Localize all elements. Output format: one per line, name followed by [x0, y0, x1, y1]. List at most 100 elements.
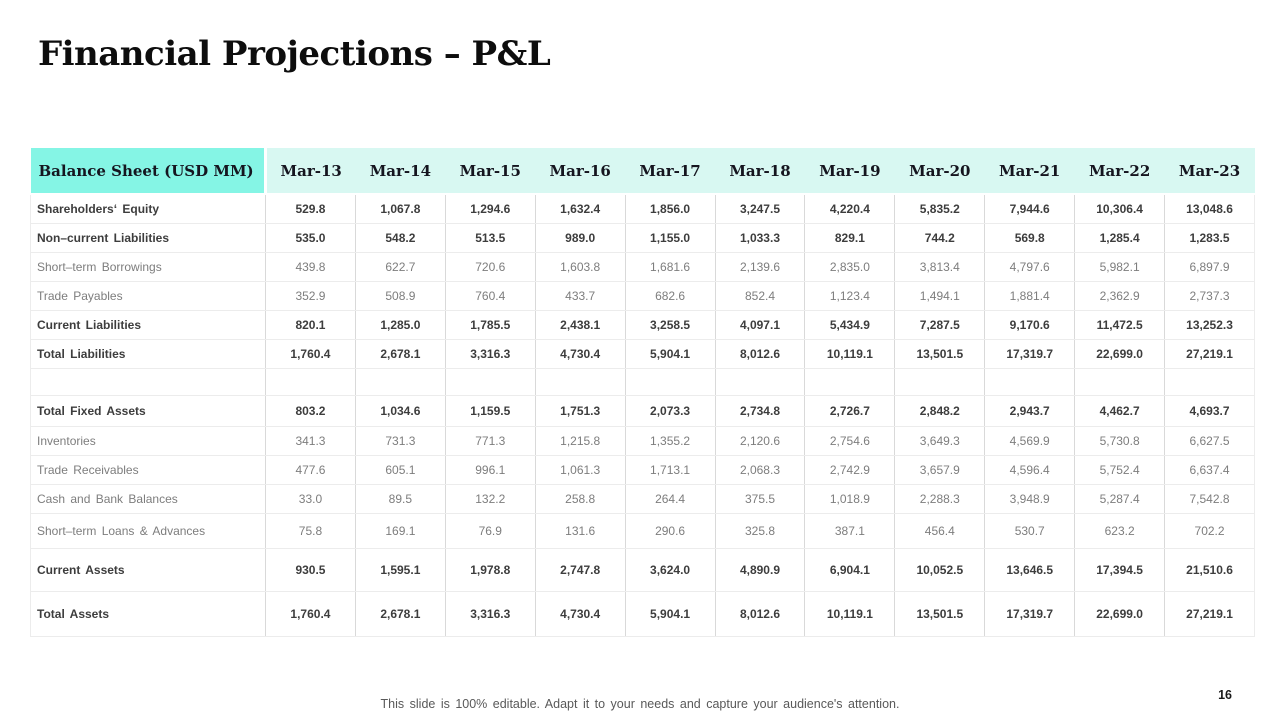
- value-cell: 2,139.6: [715, 252, 806, 282]
- value-cell: 513.5: [445, 223, 536, 253]
- table-header-year: Mar-17: [625, 148, 716, 195]
- table-header-label: Balance Sheet (USD MM): [30, 148, 267, 195]
- value-cell: 13,501.5: [894, 339, 986, 369]
- value-cell: 996.1: [445, 455, 536, 485]
- value-cell: 2,120.6: [715, 426, 806, 456]
- row-label: Total Assets: [30, 591, 266, 637]
- table-header-year: Mar-20: [894, 148, 985, 195]
- value-cell: 22,699.0: [1074, 591, 1166, 637]
- table-header-year: Mar-19: [804, 148, 895, 195]
- value-cell: 75.8: [265, 513, 356, 549]
- value-cell: 1,751.3: [535, 395, 626, 427]
- value-cell: 439.8: [265, 252, 356, 282]
- value-cell: 13,501.5: [894, 591, 986, 637]
- table-row: Short–term Loans & Advances 75.8 169.1 76.9…: [30, 513, 1255, 549]
- value-cell: 5,835.2: [894, 194, 986, 224]
- value-cell: 623.2: [1074, 513, 1166, 549]
- value-cell: 4,220.4: [804, 194, 896, 224]
- value-cell: 1,285.0: [355, 310, 446, 340]
- value-cell: 290.6: [625, 513, 716, 549]
- value-cell: 6,627.5: [1164, 426, 1255, 456]
- row-label: Trade Receivables: [30, 455, 266, 485]
- value-cell: 11,472.5: [1074, 310, 1166, 340]
- value-cell: 325.8: [715, 513, 806, 549]
- value-cell: 3,813.4: [894, 252, 986, 282]
- value-cell: 4,462.7: [1074, 395, 1166, 427]
- value-cell: 1,018.9: [804, 484, 896, 514]
- value-cell: 2,438.1: [535, 310, 626, 340]
- value-cell: 3,316.3: [445, 591, 536, 637]
- value-cell: 2,678.1: [355, 339, 446, 369]
- value-cell: 258.8: [535, 484, 626, 514]
- value-cell: 6,897.9: [1164, 252, 1255, 282]
- value-cell: 1,632.4: [535, 194, 626, 224]
- row-label: Current Liabilities: [30, 310, 266, 340]
- value-cell: 622.7: [355, 252, 446, 282]
- row-label: Inventories: [30, 426, 266, 456]
- value-cell: 3,247.5: [715, 194, 806, 224]
- value-cell: 5,982.1: [1074, 252, 1166, 282]
- value-cell: 1,285.4: [1074, 223, 1166, 253]
- value-cell: 456.4: [894, 513, 986, 549]
- value-cell: 3,657.9: [894, 455, 986, 485]
- value-cell: 2,848.2: [894, 395, 986, 427]
- value-cell: 1,155.0: [625, 223, 716, 253]
- value-cell: 433.7: [535, 281, 626, 311]
- table-row: Total Fixed Assets 803.2 1,034.6 1,159.5 1,7…: [30, 395, 1255, 427]
- value-cell: 13,646.5: [984, 548, 1076, 592]
- value-cell: 27,219.1: [1164, 591, 1255, 637]
- value-cell: 702.2: [1164, 513, 1255, 549]
- value-cell: 352.9: [265, 281, 356, 311]
- value-cell: 2,835.0: [804, 252, 896, 282]
- value-cell: 17,394.5: [1074, 548, 1166, 592]
- table-header-year: Mar-14: [355, 148, 446, 195]
- value-cell: 13,252.3: [1164, 310, 1255, 340]
- value-cell: 1,033.3: [715, 223, 806, 253]
- table-header-year: Mar-18: [715, 148, 805, 195]
- value-cell: 1,760.4: [265, 591, 356, 637]
- value-cell: 1,294.6: [445, 194, 536, 224]
- value-cell: 569.8: [984, 223, 1076, 253]
- value-cell: 2,737.3: [1164, 281, 1255, 311]
- row-label: Shareholders‘ Equity: [30, 194, 266, 224]
- table-header-year: Mar-13: [265, 148, 356, 195]
- value-cell: 264.4: [625, 484, 716, 514]
- value-cell: 720.6: [445, 252, 536, 282]
- value-cell: 3,649.3: [894, 426, 986, 456]
- value-cell: 4,730.4: [535, 339, 626, 369]
- value-cell: 10,052.5: [894, 548, 986, 592]
- value-cell: 6,637.4: [1164, 455, 1255, 485]
- value-cell: 5,752.4: [1074, 455, 1166, 485]
- value-cell: 1,785.5: [445, 310, 536, 340]
- value-cell: 1,123.4: [804, 281, 896, 311]
- table-row: Inventories 341.3 731.3 771.3 1,215.8 1,355.2…: [30, 426, 1255, 456]
- value-cell: 1,159.5: [445, 395, 536, 427]
- value-cell: 803.2: [265, 395, 356, 427]
- value-cell: 375.5: [715, 484, 806, 514]
- row-label: Current Assets: [30, 548, 266, 592]
- value-cell: 2,943.7: [984, 395, 1076, 427]
- value-cell: [625, 368, 716, 396]
- footer-note: This slide is 100% editable. Adapt it to…: [380, 697, 900, 711]
- value-cell: 731.3: [355, 426, 446, 456]
- value-cell: 760.4: [445, 281, 536, 311]
- value-cell: [1074, 368, 1166, 396]
- table-header-year: Mar-21: [984, 148, 1075, 195]
- balance-sheet-table: Balance Sheet (USD MM) Mar-13 Mar-14 Mar-1…: [30, 148, 1255, 637]
- value-cell: 7,944.6: [984, 194, 1076, 224]
- value-cell: 682.6: [625, 281, 716, 311]
- value-cell: 820.1: [265, 310, 356, 340]
- value-cell: 535.0: [265, 223, 356, 253]
- value-cell: 8,012.6: [715, 591, 806, 637]
- value-cell: 387.1: [804, 513, 896, 549]
- value-cell: 1,215.8: [535, 426, 626, 456]
- value-cell: 1,034.6: [355, 395, 446, 427]
- value-cell: 1,283.5: [1164, 223, 1255, 253]
- value-cell: 17,319.7: [984, 591, 1076, 637]
- value-cell: [715, 368, 806, 396]
- value-cell: 13,048.6: [1164, 194, 1255, 224]
- value-cell: 5,730.8: [1074, 426, 1166, 456]
- value-cell: 852.4: [715, 281, 806, 311]
- value-cell: 76.9: [445, 513, 536, 549]
